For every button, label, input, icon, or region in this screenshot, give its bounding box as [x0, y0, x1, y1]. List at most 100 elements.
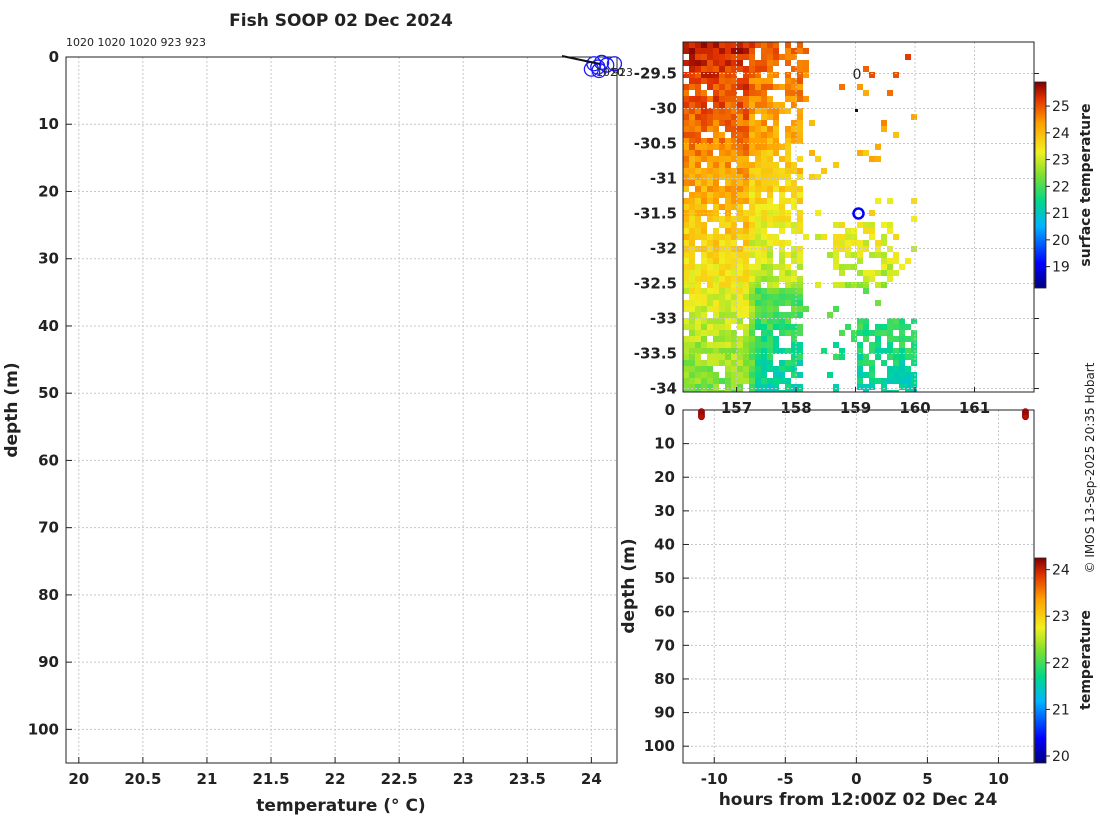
sst-cell [695, 54, 701, 60]
sst-cell [761, 342, 767, 348]
sst-cell [833, 252, 839, 258]
sst-cell [791, 192, 797, 198]
sst-cell [713, 228, 719, 234]
sst-cell [857, 150, 863, 156]
sst-cell [701, 348, 707, 354]
sst-cell [791, 228, 797, 234]
sst-cell [755, 168, 761, 174]
sst-cell [779, 294, 785, 300]
sst-cell [755, 204, 761, 210]
profile-x-tick-label: 24 [581, 770, 602, 788]
sst-cell [797, 90, 803, 96]
sst-cell [773, 282, 779, 288]
sst-cell [719, 132, 725, 138]
sst-cell [779, 312, 785, 318]
sst-cell [893, 324, 899, 330]
sst-cell [857, 360, 863, 366]
sst-cell [707, 120, 713, 126]
sst-cell [719, 288, 725, 294]
sst-cell [749, 270, 755, 276]
sst-cell [731, 174, 737, 180]
sst-cell [701, 318, 707, 324]
sst-cell [773, 300, 779, 306]
sst-cell [701, 222, 707, 228]
profile-x-tick-label: 22.5 [381, 770, 418, 788]
timedepth-x-ticks: -10 -5 0 5 10 [701, 757, 1009, 788]
sst-cell [683, 288, 689, 294]
timedepth-y-tick-label: 0 [665, 401, 675, 419]
sst-cell [899, 354, 905, 360]
sst-cell [707, 294, 713, 300]
sst-cell [695, 336, 701, 342]
sst-cell [851, 330, 857, 336]
sst-cell [707, 162, 713, 168]
sst-cell [683, 48, 689, 54]
map-x-ticks: 157 158 159 160 161 [721, 387, 990, 417]
sst-cell [785, 366, 791, 372]
profile-x-tick-label: 21 [197, 770, 218, 788]
sst-cell [683, 252, 689, 258]
sst-cell [713, 234, 719, 240]
sst-cell [683, 282, 689, 288]
sst-cell [695, 354, 701, 360]
sst-cell [761, 78, 767, 84]
sst-cell [791, 222, 797, 228]
sst-cell [779, 264, 785, 270]
sst-cell [785, 300, 791, 306]
sst-cell [761, 156, 767, 162]
sst-cell [737, 186, 743, 192]
sst-cell [785, 48, 791, 54]
sst-cell [689, 354, 695, 360]
sst-cell [863, 318, 869, 324]
sst-cell [755, 354, 761, 360]
sst-cell [863, 336, 869, 342]
sst-cell [713, 192, 719, 198]
sst-cell [767, 114, 773, 120]
sst-cell [701, 330, 707, 336]
sst-cell [683, 234, 689, 240]
sst-cell [857, 366, 863, 372]
sst-cell [719, 168, 725, 174]
sst-cell [737, 114, 743, 120]
sst-cell [749, 276, 755, 282]
sst-cell [785, 186, 791, 192]
sst-cell [707, 54, 713, 60]
sst-cell [683, 108, 689, 114]
timedepth-x-tick-label: 10 [988, 770, 1009, 788]
sst-cell [719, 60, 725, 66]
sst-cell [761, 288, 767, 294]
map-colorbar [1034, 81, 1047, 289]
sst-cell [869, 228, 875, 234]
sst-cell [785, 168, 791, 174]
sst-cell [797, 354, 803, 360]
sst-cell [887, 318, 893, 324]
sst-cell [743, 120, 749, 126]
sst-cell [737, 342, 743, 348]
sst-cell [749, 204, 755, 210]
map-colorbar-tick-label: 24 [1052, 126, 1070, 142]
sst-cell [707, 144, 713, 150]
sst-cell [863, 324, 869, 330]
sst-cell [719, 204, 725, 210]
sst-cell [863, 330, 869, 336]
sst-cell [683, 300, 689, 306]
sst-cell [683, 378, 689, 384]
sst-cell [755, 306, 761, 312]
sst-cell [731, 54, 737, 60]
sst-cell [725, 348, 731, 354]
map-x-tick-label: 160 [899, 399, 930, 417]
sst-cell [815, 156, 821, 162]
sst-cell [869, 372, 875, 378]
sst-cell [779, 204, 785, 210]
sst-cell [731, 204, 737, 210]
sst-cell [911, 342, 917, 348]
sst-cell [767, 150, 773, 156]
sst-cell [737, 294, 743, 300]
profile-y-tick-label: 80 [38, 586, 59, 604]
sst-cell [839, 348, 845, 354]
sst-cell [731, 372, 737, 378]
sst-cell [749, 42, 755, 48]
sst-cell [761, 312, 767, 318]
sst-cell [773, 390, 779, 392]
sst-cell [875, 240, 881, 246]
